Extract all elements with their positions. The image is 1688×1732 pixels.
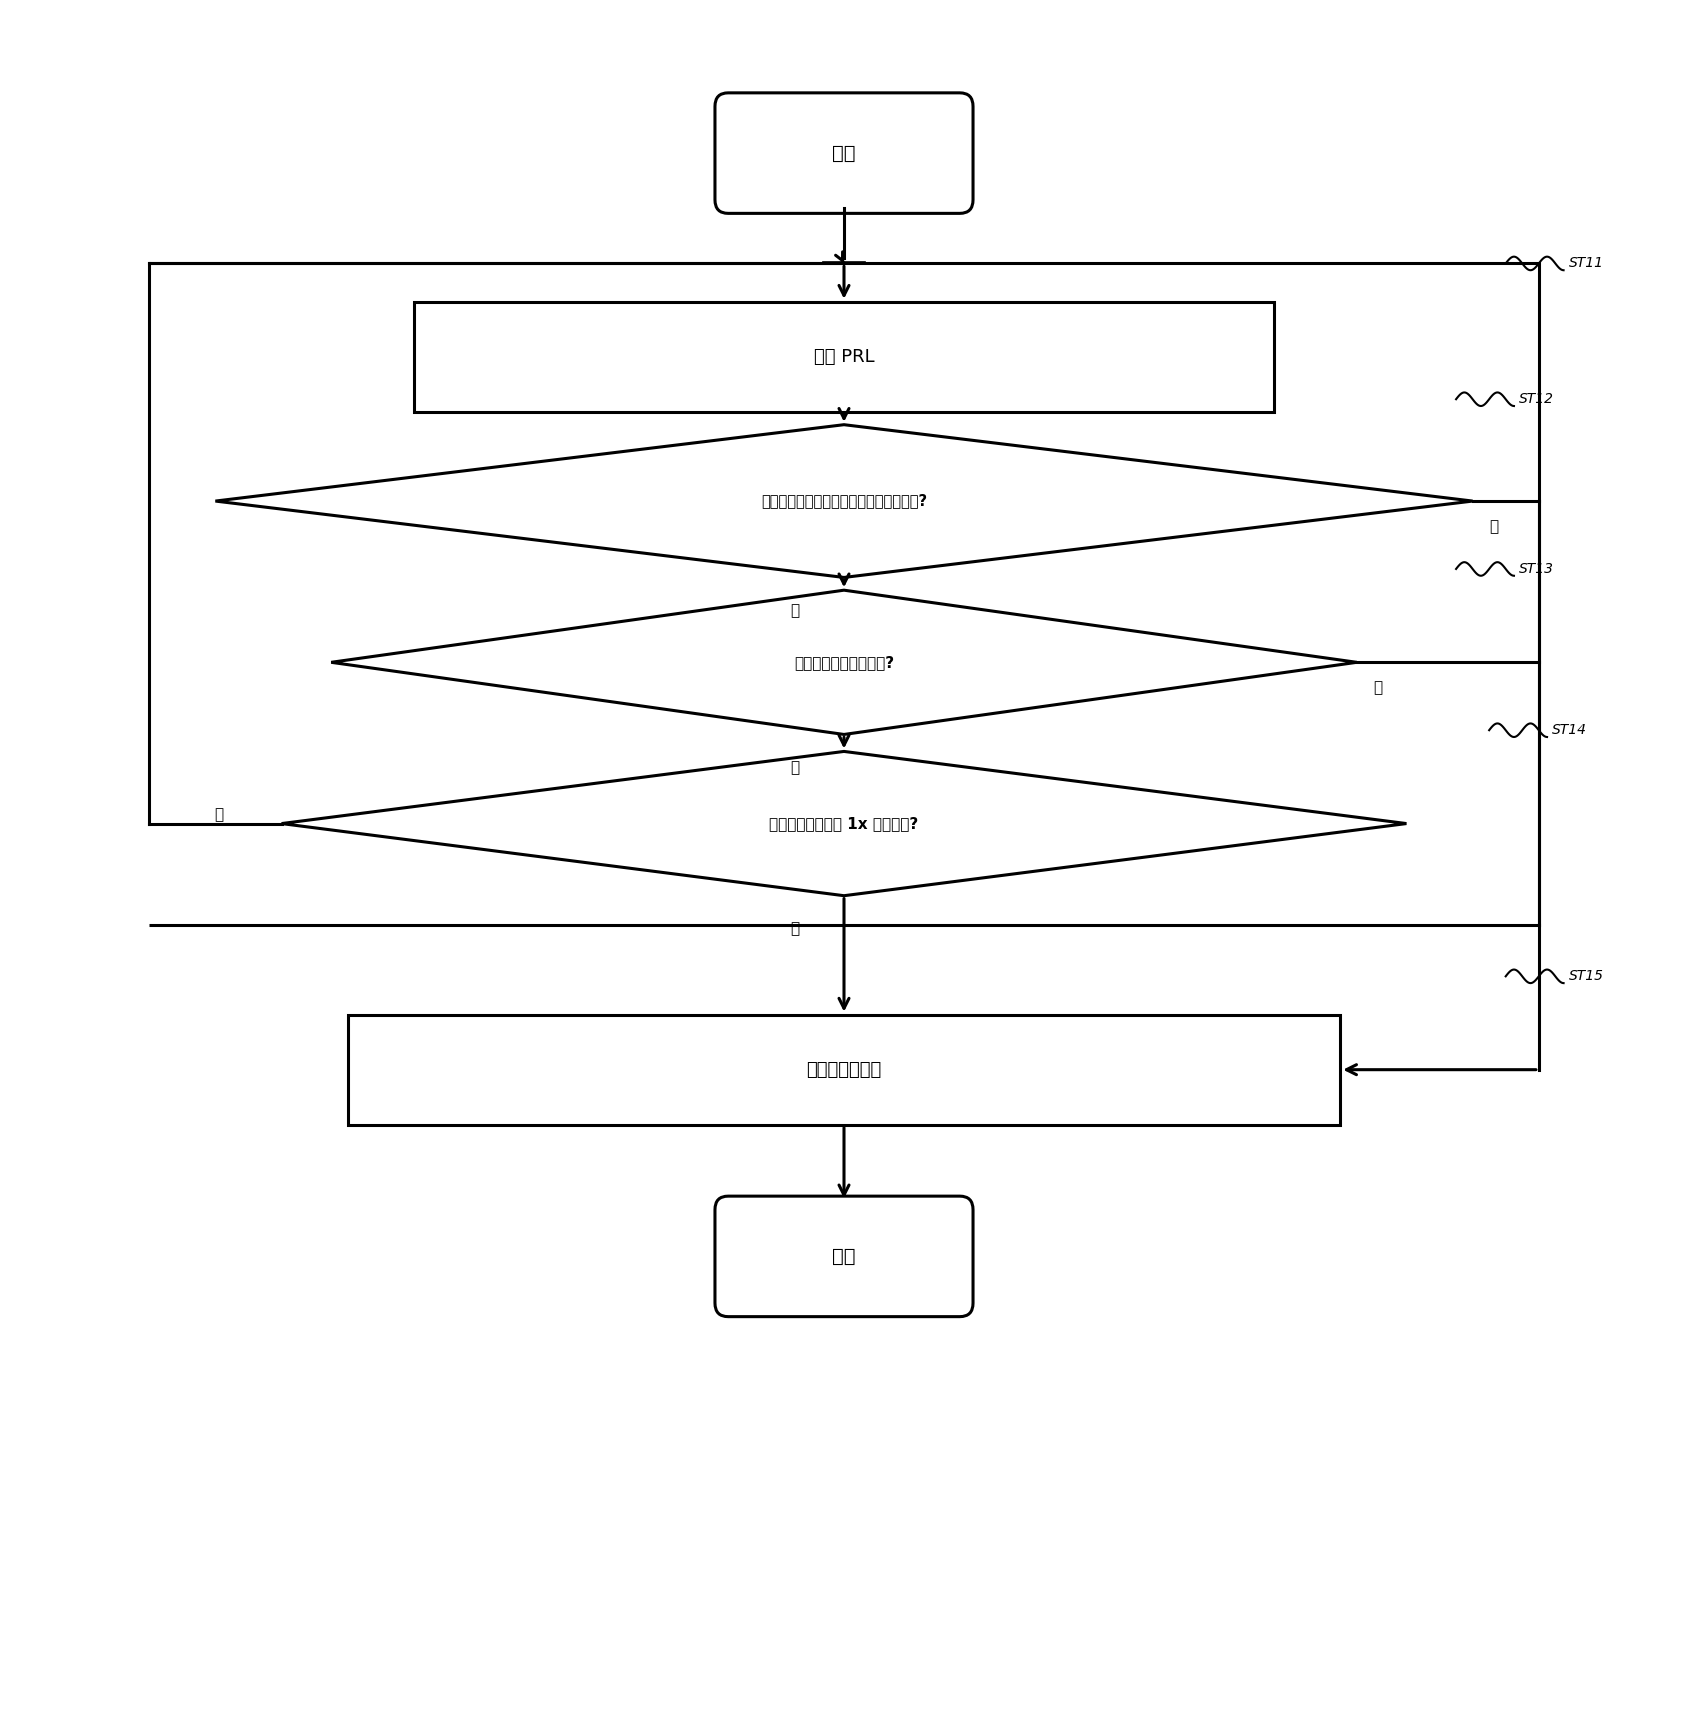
Text: 否: 否: [1489, 520, 1499, 533]
Text: 是: 是: [790, 760, 798, 774]
FancyBboxPatch shape: [716, 1197, 972, 1316]
Text: 是: 是: [790, 921, 798, 937]
Text: 否: 否: [214, 807, 223, 823]
Polygon shape: [282, 752, 1406, 895]
Text: ST13: ST13: [1519, 561, 1555, 577]
FancyBboxPatch shape: [414, 301, 1274, 412]
Polygon shape: [216, 424, 1472, 577]
Text: 显示漫游指示器: 显示漫游指示器: [807, 1060, 881, 1079]
Text: ST12: ST12: [1519, 391, 1555, 407]
Text: 搜索 PRL: 搜索 PRL: [814, 348, 874, 365]
Text: 是: 是: [790, 603, 798, 618]
Polygon shape: [331, 591, 1357, 734]
Text: 判断搜索到的系统的波段和频率是否一致?: 判断搜索到的系统的波段和频率是否一致?: [761, 494, 927, 509]
Text: 结束: 结束: [832, 1247, 856, 1266]
Text: 其关联关系是否与 1x 系统一致?: 其关联关系是否与 1x 系统一致?: [770, 816, 918, 831]
Text: ST14: ST14: [1551, 724, 1587, 738]
FancyBboxPatch shape: [716, 94, 972, 213]
Text: ST15: ST15: [1568, 970, 1604, 984]
Text: ST11: ST11: [1568, 256, 1604, 270]
Text: 否: 否: [1374, 681, 1382, 695]
Text: 是否使用通配字符网络?: 是否使用通配字符网络?: [793, 655, 895, 670]
FancyBboxPatch shape: [348, 1015, 1340, 1124]
Text: 开始: 开始: [832, 144, 856, 163]
